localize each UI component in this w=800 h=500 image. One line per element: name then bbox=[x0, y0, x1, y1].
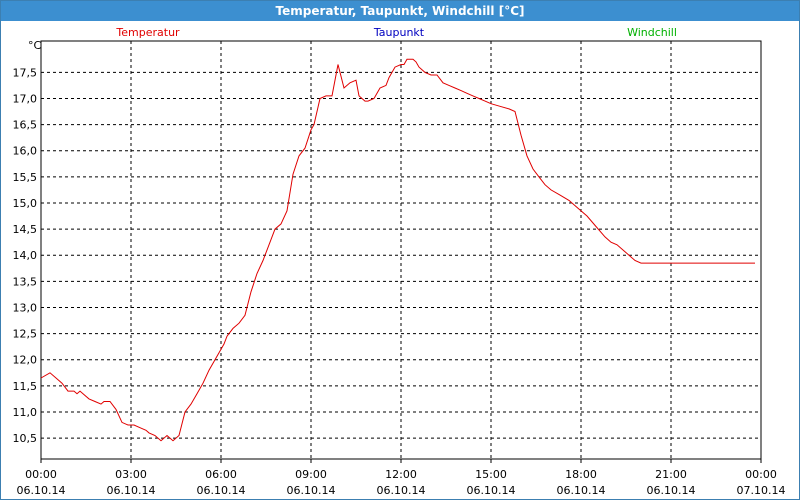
y-axis-unit: °C bbox=[28, 39, 42, 52]
y-tick-label: 11,5 bbox=[13, 380, 38, 393]
y-tick-label: 16,0 bbox=[13, 145, 38, 158]
y-tick-label: 13,0 bbox=[13, 301, 38, 314]
x-tick-date: 06.10.14 bbox=[557, 484, 606, 497]
x-tick-date: 06.10.14 bbox=[467, 484, 516, 497]
x-tick-time: 09:00 bbox=[295, 468, 327, 481]
x-tick-date: 06.10.14 bbox=[377, 484, 426, 497]
series-layer bbox=[40, 58, 755, 442]
y-tick-label: 11,0 bbox=[13, 406, 38, 419]
y-tick-label: 12,5 bbox=[13, 328, 38, 341]
x-tick-time: 12:00 bbox=[385, 468, 417, 481]
x-tick-time: 15:00 bbox=[475, 468, 507, 481]
y-axis-ticks: 10,5 11,0 11,5 12,0 12,5 13,0 13,5 14,0 14,5 15,0… bbox=[13, 66, 38, 445]
series-line-temperatur bbox=[40, 58, 755, 442]
legend-temperatur: Temperatur bbox=[115, 26, 180, 39]
y-tick-label: 14,5 bbox=[13, 223, 38, 236]
y-tick-label: 14,0 bbox=[13, 249, 38, 262]
y-tick-label: 10,5 bbox=[13, 432, 38, 445]
x-tick-date: 06.10.14 bbox=[197, 484, 246, 497]
grid bbox=[41, 41, 761, 459]
x-tick-time: 06:00 bbox=[205, 468, 237, 481]
x-tick-time: 00:00 bbox=[745, 468, 777, 481]
y-tick-label: 17,5 bbox=[13, 66, 38, 79]
x-tick-time: 21:00 bbox=[655, 468, 687, 481]
y-tick-label: 15,0 bbox=[13, 197, 38, 210]
y-tick-label: 13,5 bbox=[13, 275, 38, 288]
x-tick-date: 07.10.14 bbox=[737, 484, 786, 497]
x-tick-date: 06.10.14 bbox=[287, 484, 336, 497]
x-tick-date: 06.10.14 bbox=[647, 484, 696, 497]
x-tick-time: 18:00 bbox=[565, 468, 597, 481]
x-tick-date: 06.10.14 bbox=[17, 484, 66, 497]
y-tick-label: 12,0 bbox=[13, 354, 38, 367]
legend-windchill: Windchill bbox=[627, 26, 677, 39]
y-tick-label: 17,0 bbox=[13, 92, 38, 105]
x-tick-time: 03:00 bbox=[115, 468, 147, 481]
y-tick-label: 16,5 bbox=[13, 119, 38, 132]
x-tick-time: 00:00 bbox=[25, 468, 57, 481]
x-tick-date: 06.10.14 bbox=[107, 484, 156, 497]
x-axis-ticks: 00:00 06.10.14 03:00 06.10.14 06:00 06.10.14 0… bbox=[17, 459, 786, 497]
legend-taupunkt: Taupunkt bbox=[373, 26, 425, 39]
y-tick-label: 15,5 bbox=[13, 171, 38, 184]
window-title: Temperatur, Taupunkt, Windchill [°C] bbox=[1, 1, 799, 21]
